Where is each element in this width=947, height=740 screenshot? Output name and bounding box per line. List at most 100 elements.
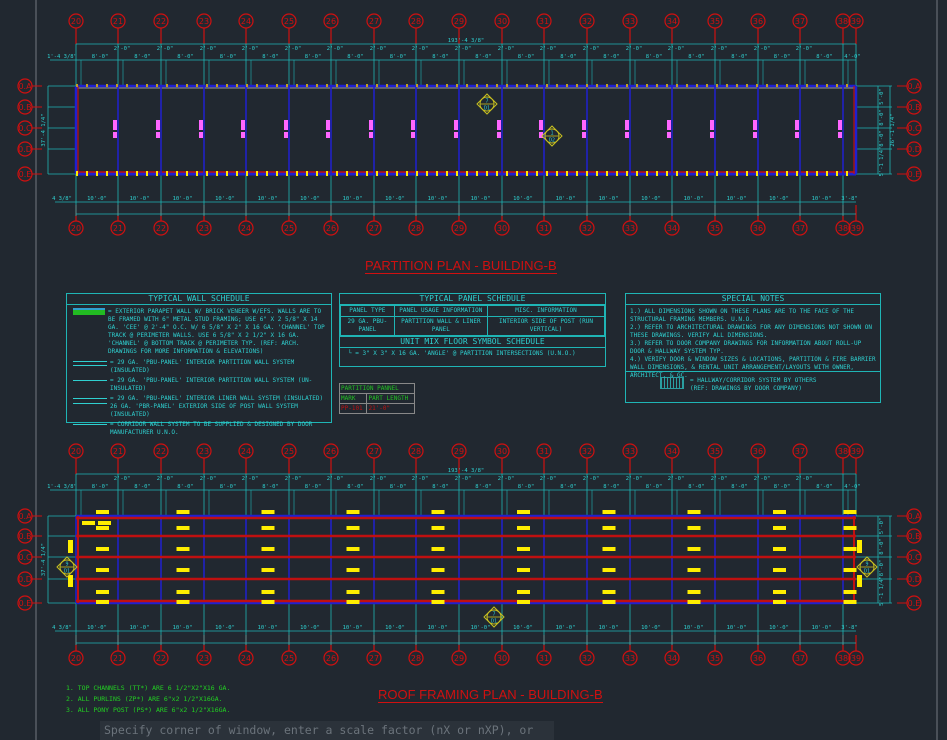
right-dim-text: 5'-0" [879, 518, 885, 535]
purlin-label-mark [602, 510, 616, 514]
partition-panel-mark [156, 120, 160, 130]
purlin-label-mark [602, 526, 616, 530]
partition-plan-title: PARTITION PLAN - BUILDING-B [365, 258, 557, 274]
row-bubble-0.E-label: 0.E [908, 170, 921, 179]
bottom-left-dim: 4 3/8" [52, 196, 72, 202]
stud-mark [276, 171, 278, 176]
stud-mark [386, 84, 388, 87]
bottom-bay-dim-text: 10'-0" [684, 196, 704, 202]
stud-mark [776, 84, 778, 87]
purlin-label-mark [602, 568, 616, 572]
stud-mark [306, 84, 308, 87]
purlin-label-mark [431, 510, 445, 514]
stud-mark [546, 84, 548, 87]
panel-schedule-title: TYPICAL PANEL SCHEDULE [340, 294, 605, 305]
stud-mark [326, 171, 328, 176]
bay-dim-text: 8'-0" [177, 54, 194, 60]
grid-bubble-27-label: 27 [369, 654, 379, 663]
stud-mark [596, 84, 598, 87]
stud-mark [216, 171, 218, 176]
right-dim-text: 8'-0" [879, 130, 885, 147]
bottom-bay-dim-text: 10'-0" [173, 625, 193, 631]
stud-mark [606, 84, 608, 87]
stud-mark [816, 171, 818, 176]
roof-note: 1. TOP CHANNELS (TT*) ARE 6 1/2"X2"X16 G… [66, 684, 231, 692]
grid-bubble-22-label: 22 [156, 447, 166, 456]
stud-mark [786, 171, 788, 176]
bay-dim-text: 8'-0" [220, 54, 237, 60]
corridor-dim-text: 2'-0" [711, 46, 728, 52]
corridor-dim-text: 2'-0" [200, 46, 217, 52]
bay-dim-text: 8'-0" [475, 484, 492, 490]
purlin-label-mark [843, 600, 857, 604]
stud-mark [246, 84, 248, 87]
purlin-label-mark [176, 526, 190, 530]
purlin-label-mark [843, 526, 857, 530]
row-bubble-0.D-label: 0.D [907, 145, 921, 154]
purlin-label-mark [346, 547, 360, 551]
stud-mark [646, 84, 648, 87]
stud-mark [366, 171, 368, 176]
purlin-label-mark [517, 510, 530, 514]
detail-tag-bottom: D1 [864, 569, 870, 575]
panel-schedule: TYPICAL PANEL SCHEDULE PANEL TYPE PANEL U… [339, 293, 606, 367]
stud-mark [256, 171, 258, 176]
stud-mark [166, 84, 168, 87]
stud-mark [726, 84, 728, 87]
stud-mark [516, 84, 518, 87]
stud-mark [556, 84, 558, 87]
purlin-label-mark [843, 510, 857, 514]
stud-mark [236, 84, 238, 87]
left-height-dim: 37'-4 1/4" [41, 113, 47, 146]
row-bubble-0.C-label: 0.C [18, 124, 32, 133]
grid-bubble-28-label: 28 [411, 224, 421, 233]
bottom-bay-dim-text: 10'-0" [641, 625, 661, 631]
left-height-dim: 37'-4 1/4" [41, 543, 47, 576]
grid-bubble-28-label: 28 [411, 447, 421, 456]
grid-bubble-25-label: 25 [284, 224, 294, 233]
bottom-bay-dim-text: 10'-0" [812, 625, 832, 631]
bay-dim-text: 8'-0" [774, 484, 791, 490]
bottom-bay-dim-text: 10'-0" [343, 625, 363, 631]
stud-mark [96, 171, 98, 176]
grid-bubble-31-label: 31 [539, 654, 549, 663]
overall-dim-text: 193'-4 3/8" [448, 468, 484, 474]
purlin-label-mark [261, 510, 275, 514]
corridor-dim-text: 2'-0" [583, 46, 600, 52]
wall-item: = CORRIDOR WALL SYSTEM TO BE SUPPLIED & … [110, 421, 313, 436]
partition-panel-mark [625, 120, 629, 130]
grid-bubble-36-label: 36 [753, 447, 763, 456]
bottom-bay-dim-text: 10'-0" [215, 625, 235, 631]
bay-dim-text: 8'-0" [177, 484, 194, 490]
command-line-prompt[interactable]: Specify corner of window, enter a scale … [100, 721, 554, 740]
bay-dim-text: 8'-0" [220, 484, 237, 490]
grid-bubble-22-label: 22 [156, 17, 166, 26]
grid-bubble-27-label: 27 [369, 224, 379, 233]
partition-panel-mark [156, 132, 160, 138]
stud-mark [636, 84, 638, 87]
stud-mark [286, 84, 288, 87]
stud-mark [376, 84, 378, 87]
stud-mark [816, 84, 818, 87]
purlin-label-mark [773, 547, 786, 551]
bay-dim-text: 8'-0" [305, 54, 322, 60]
grid-bubble-39-label: 39 [851, 17, 861, 26]
grid-bubble-28-label: 28 [411, 17, 421, 26]
post-mark [857, 540, 862, 553]
stud-mark [396, 171, 398, 176]
bay-dim-text: 8'-0" [262, 484, 279, 490]
post-mark [68, 575, 73, 587]
purlin-label-mark [773, 600, 786, 604]
stud-mark [86, 84, 88, 87]
corridor-dim-text: 2'-0" [498, 476, 515, 482]
col-header: MARK [338, 393, 368, 404]
partition-panel-mark [199, 132, 203, 138]
purlin-label-mark [261, 547, 275, 551]
stud-mark [796, 171, 798, 176]
bottom-bay-dim-text: 10'-0" [130, 196, 150, 202]
angle-symbol: └ [348, 350, 352, 357]
stud-mark [116, 171, 118, 176]
stud-mark [526, 84, 528, 87]
purlin-label-mark [346, 600, 360, 604]
